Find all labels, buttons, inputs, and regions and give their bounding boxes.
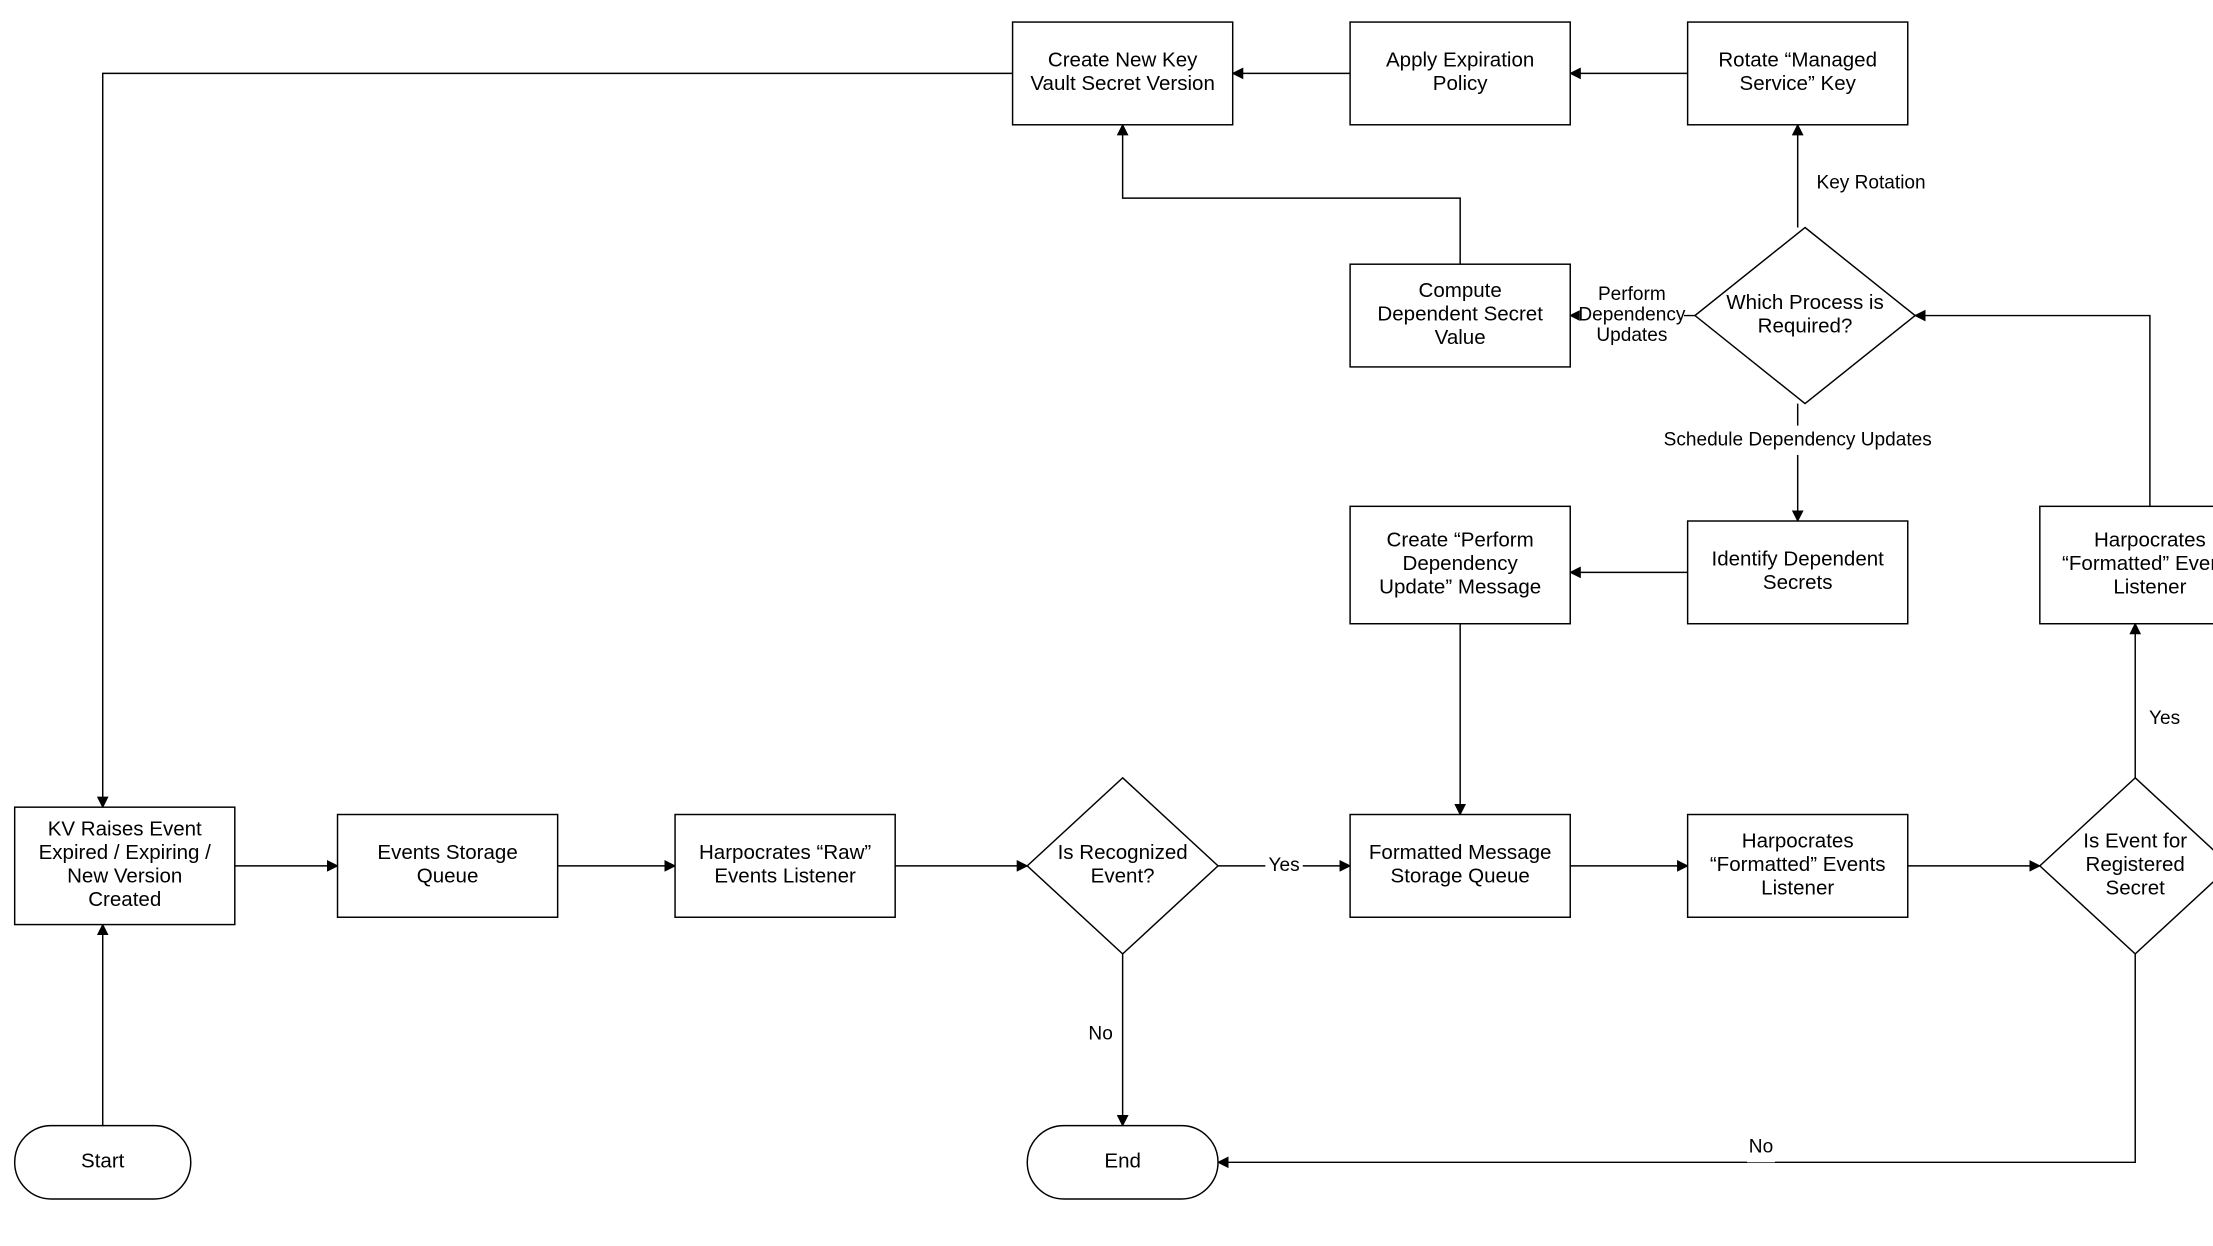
- node-compute_dep: ComputeDependent SecretValue: [1350, 264, 1570, 367]
- node-start: Start: [15, 1126, 191, 1199]
- node-kv_event: KV Raises EventExpired / Expiring /New V…: [15, 807, 235, 924]
- node-fmt_queue: Formatted MessageStorage Queue: [1350, 815, 1570, 918]
- node-fmt_listener2: Harpocrates“Formatted” EventsListener: [2040, 506, 2213, 623]
- edge-label-is_registered-to-end: No: [1749, 1137, 1773, 1158]
- edge-label-is_recognized-to-end: No: [1088, 1024, 1112, 1045]
- node-events_queue: Events StorageQueue: [338, 815, 558, 918]
- node-fmt_listener1: Harpocrates“Formatted” EventsListener: [1688, 815, 1908, 918]
- edge-create_kvsv-to-kv_event: [103, 73, 1013, 807]
- node-label-fmt_queue: Formatted MessageStorage Queue: [1369, 842, 1552, 888]
- edge-label-is_registered-to-fmt_listener2: Yes: [2149, 708, 2180, 729]
- node-label-end: End: [1104, 1150, 1141, 1173]
- edge-label-which_process-to-rotate_key: Key Rotation: [1816, 173, 1925, 194]
- node-raw_listener: Harpocrates “Raw”Events Listener: [675, 815, 895, 918]
- node-label-start: Start: [81, 1150, 125, 1173]
- node-apply_exp: Apply ExpirationPolicy: [1350, 22, 1570, 125]
- node-identify_dep: Identify DependentSecrets: [1688, 521, 1908, 624]
- node-end: End: [1027, 1126, 1218, 1199]
- node-label-rotate_key: Rotate “ManagedService” Key: [1718, 49, 1877, 95]
- edge-compute_dep-to-create_kvsv: [1123, 125, 1461, 264]
- node-is_recognized: Is RecognizedEvent?: [1027, 778, 1218, 954]
- node-create_kvsv: Create New KeyVault Secret Version: [1013, 22, 1233, 125]
- node-label-raw_listener: Harpocrates “Raw”Events Listener: [699, 842, 871, 888]
- edge-label-is_recognized-to-fmt_queue: Yes: [1269, 855, 1300, 876]
- node-which_process: Which Process isRequired?: [1695, 228, 1915, 404]
- node-rotate_key: Rotate “ManagedService” Key: [1688, 22, 1908, 125]
- edge-label-which_process-to-identify_dep: Schedule Dependency Updates: [1664, 429, 1932, 450]
- node-is_registered: Is Event forRegisteredSecret: [2040, 778, 2213, 954]
- node-label-create_msg: Create “PerformDependencyUpdate” Message: [1379, 529, 1541, 599]
- edge-is_registered-to-end: [1218, 954, 2135, 1162]
- edge-fmt_listener2-to-which_process: [1915, 316, 2150, 507]
- flowchart-canvas: YesNoNoYesKey RotationPerformDependencyU…: [0, 0, 2213, 1246]
- node-create_msg: Create “PerformDependencyUpdate” Message: [1350, 506, 1570, 623]
- node-label-create_kvsv: Create New KeyVault Secret Version: [1030, 49, 1215, 95]
